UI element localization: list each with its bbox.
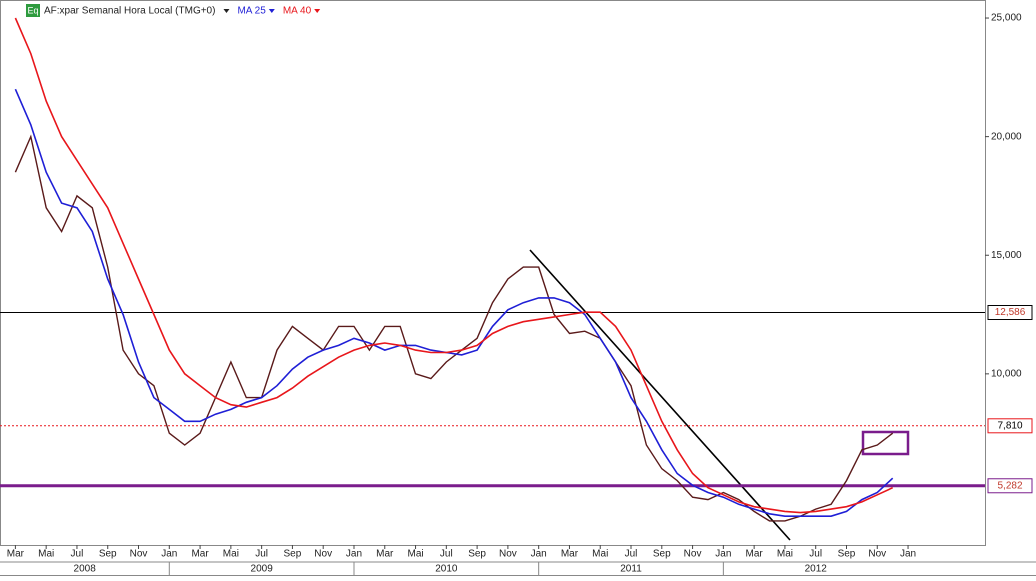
series-line	[14, 17, 894, 514]
plot-area	[0, 0, 986, 546]
legend-entry: MA 40	[283, 6, 312, 17]
y-tick-label: 20,000	[991, 131, 1022, 142]
x-tick-label: Jan	[715, 549, 731, 560]
x-tick-label: Jan	[531, 549, 547, 560]
y-tick-label: 15,000	[991, 250, 1022, 261]
x-tick-label: Mar	[7, 549, 25, 560]
level-box	[987, 418, 1033, 434]
x-tick-label: Mai	[592, 549, 608, 560]
x-tick-label: Mar	[746, 549, 764, 560]
level-label: 7,810	[997, 420, 1022, 431]
badge	[26, 4, 40, 17]
badge-text: Eq	[27, 5, 38, 15]
x-tick-label: Sep	[653, 549, 671, 560]
series-line	[14, 134, 894, 522]
x-tick-label: Jul	[255, 549, 268, 560]
level-label: 5,282	[997, 480, 1022, 491]
x-tick-label: Mar	[191, 549, 209, 560]
year-label: 2012	[805, 564, 828, 575]
x-tick-label: Jan	[346, 549, 362, 560]
x-tick-label: Sep	[468, 549, 486, 560]
series-line	[14, 88, 894, 517]
level-box	[987, 305, 1033, 321]
legend-arrow	[268, 9, 275, 13]
x-tick-label: Sep	[838, 549, 856, 560]
x-tick-label: Mar	[561, 549, 579, 560]
year-label: 2009	[251, 564, 274, 575]
x-tick-label: Nov	[314, 549, 332, 560]
year-label: 2010	[435, 564, 458, 575]
level-label: 12,586	[995, 307, 1026, 318]
x-tick-label: Jul	[71, 549, 84, 560]
year-label: 2008	[74, 564, 97, 575]
year-label: 2011	[620, 564, 642, 575]
x-tick-label: Sep	[284, 549, 302, 560]
x-tick-label: Mai	[407, 549, 423, 560]
x-tick-label: Mai	[777, 549, 793, 560]
y-tick-label: 10,000	[991, 368, 1022, 379]
legend: AF:xpar Semanal Hora Local (TMG+0) MA 25 M…	[44, 6, 321, 17]
x-tick-label: Jan	[900, 549, 916, 560]
legend-arrow	[223, 9, 230, 13]
x-tick-label: Mai	[223, 549, 239, 560]
legend-arrow	[314, 9, 321, 13]
y-tick-label: 25,000	[991, 13, 1022, 24]
x-tick-label: Jul	[625, 549, 638, 560]
trend-line	[529, 249, 791, 541]
x-tick-label: Jul	[809, 549, 822, 560]
x-tick-label: Nov	[684, 549, 702, 560]
x-tick-label: Jan	[161, 549, 177, 560]
level-box	[987, 478, 1033, 494]
x-tick-label: Mai	[38, 549, 54, 560]
x-tick-label: Jul	[440, 549, 453, 560]
x-tick-label: Sep	[99, 549, 117, 560]
legend-title: AF:xpar Semanal Hora Local (TMG+0)	[44, 6, 215, 17]
highlight-box	[861, 430, 910, 456]
x-tick-label: Nov	[499, 549, 517, 560]
x-tick-label: Mar	[376, 549, 394, 560]
x-tick-label: Nov	[868, 549, 886, 560]
legend-entry: MA 25	[237, 6, 266, 17]
x-tick-label: Nov	[130, 549, 148, 560]
